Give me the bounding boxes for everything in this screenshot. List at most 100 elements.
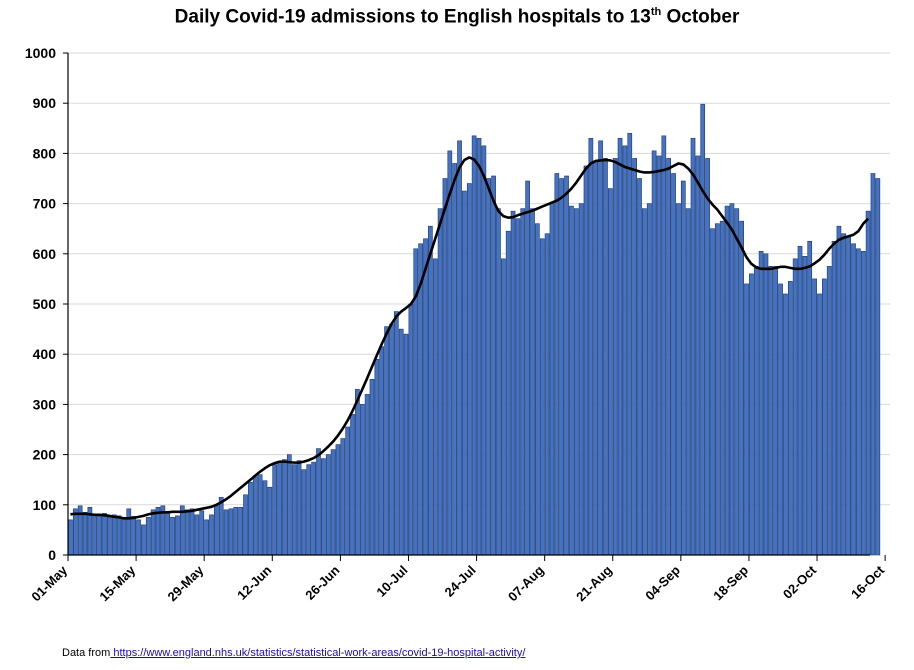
bar-day-88 bbox=[491, 175, 496, 556]
x-tick-label-04-Sep: 04-Sep bbox=[642, 562, 683, 603]
bar-day-156 bbox=[822, 278, 827, 556]
chart-title-main: Daily Covid-19 admissions to English hos… bbox=[174, 6, 651, 28]
bar-day-109 bbox=[593, 160, 599, 556]
bar-day-94 bbox=[520, 208, 526, 556]
bar-day-29 bbox=[204, 519, 209, 556]
source-note: Data from https://www.england.nhs.uk/sta… bbox=[62, 647, 525, 659]
bar-day-60 bbox=[355, 389, 360, 556]
bar-day-55 bbox=[330, 449, 336, 556]
bar-day-21 bbox=[165, 511, 171, 556]
bar-day-126 bbox=[676, 203, 681, 556]
bar-day-54 bbox=[325, 454, 331, 556]
y-tick-label-0: 0 bbox=[48, 547, 56, 563]
x-tick-label-18-Sep: 18-Sep bbox=[710, 562, 751, 603]
bar-day-128 bbox=[685, 208, 691, 556]
source-prefix: Data from bbox=[62, 647, 111, 659]
chart-title: Daily Covid-19 admissions to English hos… bbox=[0, 6, 914, 28]
bar-day-82 bbox=[462, 190, 467, 556]
bar-day-114 bbox=[617, 138, 623, 556]
y-tick-label-300: 300 bbox=[33, 396, 57, 412]
bar-day-40 bbox=[257, 474, 263, 556]
bar-day-127 bbox=[680, 180, 686, 556]
bar-day-123 bbox=[661, 135, 667, 556]
bar-day-33 bbox=[223, 509, 229, 556]
bar-day-108 bbox=[588, 138, 594, 556]
bar-day-32 bbox=[218, 496, 224, 556]
bar-day-166 bbox=[870, 173, 876, 556]
bar-day-120 bbox=[646, 203, 652, 556]
bar-day-145 bbox=[768, 266, 774, 556]
bar-day-9 bbox=[107, 517, 112, 556]
bar-day-39 bbox=[252, 475, 258, 556]
bar-day-89 bbox=[496, 208, 501, 556]
bar-day-14 bbox=[131, 516, 136, 556]
bar-day-16 bbox=[141, 524, 146, 556]
bar-day-1 bbox=[68, 519, 73, 556]
bar-day-22 bbox=[170, 517, 175, 556]
bar-day-49 bbox=[301, 469, 307, 556]
bar-day-148 bbox=[783, 293, 788, 556]
bar-day-117 bbox=[632, 158, 637, 556]
bar-day-62 bbox=[364, 394, 370, 556]
bar-day-93 bbox=[515, 218, 521, 556]
bar-day-83 bbox=[466, 183, 472, 556]
bar-day-12 bbox=[121, 518, 127, 556]
y-tick-label-900: 900 bbox=[33, 95, 57, 111]
bar-day-106 bbox=[578, 203, 584, 556]
y-tick-label-1000: 1000 bbox=[25, 45, 56, 61]
bar-day-68 bbox=[393, 311, 399, 556]
bar-day-90 bbox=[500, 258, 506, 556]
bar-day-164 bbox=[860, 250, 866, 556]
bar-day-165 bbox=[865, 210, 871, 556]
bar-day-131 bbox=[700, 103, 706, 556]
x-tick-label-29-May: 29-May bbox=[165, 562, 207, 604]
bar-day-35 bbox=[233, 507, 239, 556]
bar-day-163 bbox=[856, 248, 861, 556]
bar-day-67 bbox=[389, 323, 394, 556]
bar-day-30 bbox=[209, 514, 214, 556]
bar-day-115 bbox=[622, 145, 628, 556]
bar-day-151 bbox=[797, 245, 803, 556]
bar-day-132 bbox=[705, 158, 710, 556]
bar-day-15 bbox=[136, 519, 141, 556]
bar-day-152 bbox=[802, 256, 808, 556]
bar-day-74 bbox=[423, 238, 428, 556]
bar-day-104 bbox=[569, 205, 574, 556]
bar-day-157 bbox=[826, 266, 832, 556]
x-tick-label-12-Jun: 12-Jun bbox=[234, 562, 274, 602]
y-tick-label-500: 500 bbox=[33, 296, 57, 312]
bar-day-113 bbox=[612, 158, 618, 556]
bar-day-56 bbox=[335, 444, 341, 556]
bar-day-84 bbox=[471, 135, 477, 556]
bar-day-119 bbox=[642, 208, 647, 556]
y-tick-label-600: 600 bbox=[33, 246, 57, 262]
bar-day-8 bbox=[102, 513, 107, 556]
y-tick-label-700: 700 bbox=[33, 196, 57, 212]
bar-day-57 bbox=[340, 438, 346, 556]
bar-day-133 bbox=[710, 228, 715, 556]
bar-day-81 bbox=[457, 140, 462, 556]
bar-day-139 bbox=[739, 220, 744, 556]
x-tick-label-15-May: 15-May bbox=[96, 562, 138, 604]
bar-day-155 bbox=[817, 293, 822, 556]
bar-day-27 bbox=[194, 514, 200, 556]
y-tick-label-400: 400 bbox=[33, 346, 57, 362]
bar-day-46 bbox=[286, 454, 292, 556]
bar-day-79 bbox=[447, 150, 453, 556]
bar-day-118 bbox=[637, 178, 642, 556]
bar-day-25 bbox=[184, 509, 190, 556]
bar-day-80 bbox=[452, 163, 458, 556]
bar-day-125 bbox=[671, 173, 676, 556]
bar-day-110 bbox=[598, 140, 603, 556]
bar-day-17 bbox=[145, 517, 151, 556]
bar-day-101 bbox=[554, 173, 560, 556]
bar-day-124 bbox=[666, 158, 672, 556]
bar-day-99 bbox=[544, 233, 550, 556]
bar-day-161 bbox=[846, 235, 851, 556]
x-tick-label-02-Oct: 02-Oct bbox=[780, 562, 820, 602]
bar-day-86 bbox=[481, 145, 487, 556]
bar-day-26 bbox=[189, 508, 195, 556]
x-tick-label-21-Aug: 21-Aug bbox=[573, 562, 615, 604]
bar-day-97 bbox=[535, 223, 540, 556]
source-link[interactable]: https://www.england.nhs.uk/statistics/st… bbox=[110, 647, 526, 659]
